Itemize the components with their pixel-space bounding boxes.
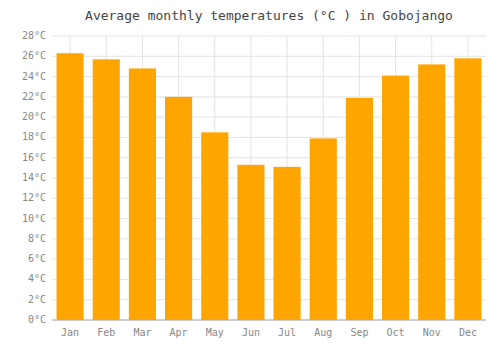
y-tick-label: 28°C: [22, 30, 46, 41]
bar: [382, 76, 409, 320]
bar: [165, 97, 192, 320]
y-tick-label: 0°C: [28, 314, 46, 325]
y-tick-label: 26°C: [22, 50, 46, 61]
y-tick-label: 4°C: [28, 273, 46, 284]
y-tick-label: 22°C: [22, 91, 46, 102]
y-grid-line: [52, 56, 486, 57]
bars: [57, 53, 482, 320]
x-axis-line: [52, 320, 486, 321]
x-tick-label: Jul: [278, 327, 296, 338]
bar: [274, 167, 301, 320]
bar: [129, 68, 156, 320]
y-tick-label: 12°C: [22, 192, 46, 203]
y-grid-line: [52, 36, 486, 37]
x-tick-label: Sep: [350, 327, 368, 338]
bar: [93, 59, 120, 320]
bar: [201, 132, 228, 320]
y-tick-label: 14°C: [22, 172, 46, 183]
x-tick-label: Jan: [61, 327, 79, 338]
y-tick-label: 6°C: [28, 253, 46, 264]
y-tick-label: 18°C: [22, 131, 46, 142]
bar: [57, 53, 84, 320]
axes: 0°C 2°C 4°C 6°C 8°C 10°C 12°C 14°C 16°C 18°C 20°C 2…: [22, 30, 477, 338]
bar: [346, 98, 373, 320]
y-tick-label: 24°C: [22, 71, 46, 82]
x-tick-label: Mar: [133, 327, 151, 338]
y-grid-line: [52, 320, 486, 321]
x-tick-label: Dec: [459, 327, 477, 338]
bar: [310, 138, 337, 320]
y-tick-label: 10°C: [22, 213, 46, 224]
y-tick-label: 20°C: [22, 111, 46, 122]
x-tick-label: May: [206, 327, 224, 338]
chart-container: 0°C 2°C 4°C 6°C 8°C 10°C 12°C 14°C 16°C 18°C 20°C 2…: [0, 0, 500, 350]
bar: [418, 64, 445, 320]
grid: [52, 36, 486, 320]
title: Average monthly temperatures (°C ) in Go…: [85, 8, 453, 23]
x-tick-label: Nov: [423, 327, 441, 338]
bar: [454, 58, 481, 320]
y-tick-label: 8°C: [28, 233, 46, 244]
x-tick-label: Apr: [170, 327, 188, 338]
x-tick-label: Aug: [314, 327, 332, 338]
y-tick-label: 2°C: [28, 294, 46, 305]
x-tick-label: Feb: [97, 327, 115, 338]
chart: 0°C 2°C 4°C 6°C 8°C 10°C 12°C 14°C 16°C 18°C 20°C 2…: [0, 0, 500, 350]
y-tick-label: 16°C: [22, 152, 46, 163]
x-tick-label: Oct: [387, 327, 405, 338]
bar: [237, 165, 264, 320]
x-tick-label: Jun: [242, 327, 260, 338]
